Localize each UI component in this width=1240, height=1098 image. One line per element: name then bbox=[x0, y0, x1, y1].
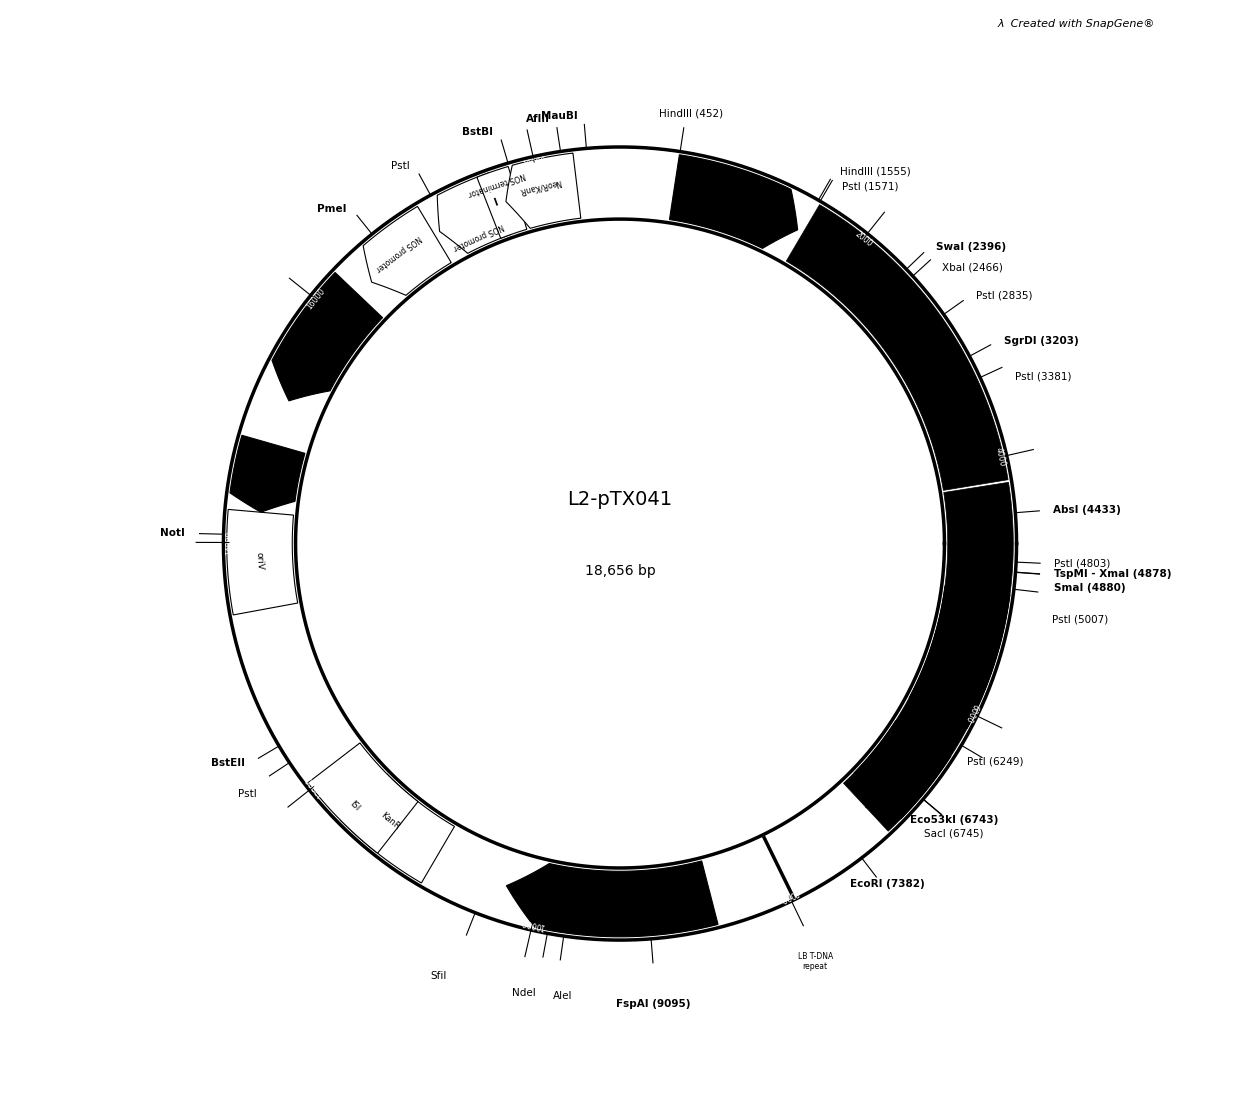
Polygon shape bbox=[308, 743, 418, 853]
Text: 18,656 bp: 18,656 bp bbox=[584, 564, 656, 578]
Text: XbaI (2466): XbaI (2466) bbox=[942, 262, 1003, 272]
Text: AbsI (4433): AbsI (4433) bbox=[1054, 505, 1121, 515]
Text: ISI: ISI bbox=[347, 799, 361, 813]
Text: trfA: trfA bbox=[603, 901, 620, 911]
Text: PstI (6249): PstI (6249) bbox=[967, 757, 1023, 768]
Text: PstI (4803): PstI (4803) bbox=[1054, 559, 1111, 569]
Text: BstEII: BstEII bbox=[211, 758, 246, 768]
Text: KanR: KanR bbox=[379, 811, 402, 831]
Polygon shape bbox=[786, 204, 1008, 491]
Polygon shape bbox=[506, 861, 718, 937]
Text: NdeI: NdeI bbox=[512, 988, 536, 998]
Polygon shape bbox=[340, 774, 455, 883]
Text: 2 x CaMV 35S
promoter: 2 x CaMV 35S promoter bbox=[899, 310, 945, 363]
Polygon shape bbox=[229, 435, 305, 513]
Text: 16000: 16000 bbox=[305, 288, 327, 312]
Polygon shape bbox=[909, 586, 1009, 738]
Text: SacI (6745): SacI (6745) bbox=[924, 829, 983, 839]
Polygon shape bbox=[843, 482, 1013, 831]
Text: 4000: 4000 bbox=[993, 447, 1007, 468]
Text: PstI: PstI bbox=[391, 161, 409, 171]
Text: FspAI (9095): FspAI (9095) bbox=[616, 999, 691, 1009]
Text: Eco53kI (6743): Eco53kI (6743) bbox=[910, 815, 998, 826]
Polygon shape bbox=[272, 272, 383, 401]
Text: SfiI: SfiI bbox=[430, 971, 446, 981]
Text: SmaI (4880): SmaI (4880) bbox=[1054, 583, 1125, 593]
Text: NotI: NotI bbox=[160, 528, 185, 538]
Text: M13 fwd: M13 fwd bbox=[863, 741, 890, 772]
Polygon shape bbox=[438, 172, 511, 254]
Text: NOS promoter: NOS promoter bbox=[373, 233, 423, 272]
Text: 18000: 18000 bbox=[522, 156, 547, 170]
Text: HindIII (1555): HindIII (1555) bbox=[841, 167, 911, 177]
Polygon shape bbox=[363, 206, 451, 295]
Polygon shape bbox=[670, 155, 797, 248]
Text: PstI (3381): PstI (3381) bbox=[1016, 372, 1071, 382]
Text: PstI: PstI bbox=[238, 788, 257, 799]
Text: PstI (5007): PstI (5007) bbox=[1052, 614, 1109, 625]
Polygon shape bbox=[227, 509, 298, 615]
Text: HindIII (452): HindIII (452) bbox=[658, 109, 723, 119]
Text: EcoRI (7382): EcoRI (7382) bbox=[849, 878, 925, 889]
Text: SwaI (2396): SwaI (2396) bbox=[935, 242, 1006, 251]
Polygon shape bbox=[477, 167, 527, 238]
Text: PstI (1571): PstI (1571) bbox=[842, 181, 899, 191]
Text: 12000: 12000 bbox=[304, 774, 326, 798]
Text: PmeI: PmeI bbox=[316, 203, 346, 213]
Text: TspMI - XmaI (4878): TspMI - XmaI (4878) bbox=[1054, 570, 1171, 580]
Text: SgrDI (3203): SgrDI (3203) bbox=[1004, 336, 1079, 346]
Text: NOS promoter: NOS promoter bbox=[451, 221, 505, 251]
Text: LB T-DNA
repeat: LB T-DNA repeat bbox=[797, 952, 833, 971]
Text: L2-pTX041: L2-pTX041 bbox=[568, 491, 672, 509]
Text: Tomato U6 promoter: Tomato U6 promoter bbox=[698, 179, 782, 216]
Text: NOS terminator: NOS terminator bbox=[467, 170, 527, 198]
Text: nucleoplasmin NLS: nucleoplasmin NLS bbox=[916, 621, 950, 693]
Text: oriV: oriV bbox=[255, 551, 265, 570]
Text: 2000: 2000 bbox=[853, 229, 874, 248]
Text: traJ oriT: traJ oriT bbox=[246, 460, 259, 492]
Text: Cas9: Cas9 bbox=[957, 650, 975, 676]
Text: λ  Created with SnapGene®: λ Created with SnapGene® bbox=[998, 19, 1156, 30]
Text: MauBI: MauBI bbox=[542, 111, 578, 121]
Text: 14000: 14000 bbox=[226, 530, 234, 554]
Polygon shape bbox=[854, 720, 951, 819]
Text: NeoR/KanR: NeoR/KanR bbox=[518, 178, 562, 195]
Text: AleI: AleI bbox=[553, 990, 572, 1001]
Polygon shape bbox=[506, 153, 580, 228]
Text: 8000: 8000 bbox=[777, 887, 800, 904]
Text: 6000: 6000 bbox=[963, 703, 980, 724]
Text: BstBI: BstBI bbox=[463, 126, 494, 136]
Text: TetR: TetR bbox=[305, 332, 324, 352]
Text: PstI (2835): PstI (2835) bbox=[976, 291, 1033, 301]
Text: I: I bbox=[492, 198, 500, 208]
Text: 10000: 10000 bbox=[520, 917, 546, 931]
Text: AflII: AflII bbox=[526, 114, 551, 124]
